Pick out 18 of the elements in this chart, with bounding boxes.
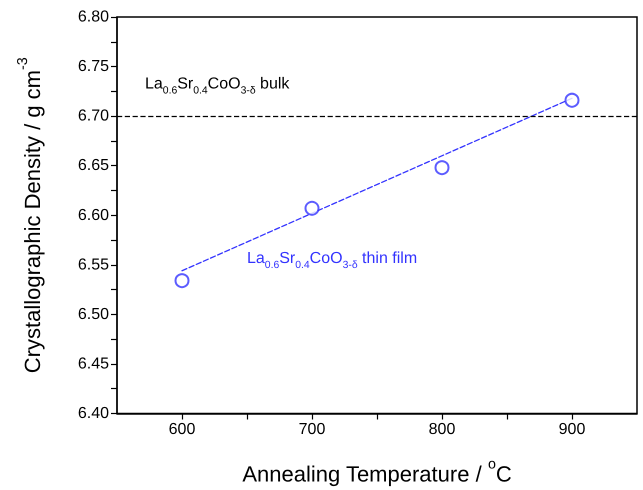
point	[174, 273, 190, 288]
point	[304, 200, 320, 216]
y-tick-label: 6.55	[78, 256, 110, 274]
point	[564, 92, 580, 108]
y-tick-label: 6.60	[78, 206, 110, 224]
x-tick-label: 800	[428, 421, 456, 438]
y-tick-label: 6.45	[78, 355, 110, 372]
y-tick-label: 6.70	[78, 108, 110, 125]
y-tick-label: 6.80	[78, 8, 110, 26]
y-tick-label: 6.75	[78, 58, 110, 76]
x-tick-label: 900	[558, 421, 586, 438]
x-tick-label: 600	[168, 421, 196, 438]
y-tick-label: 6.65	[78, 157, 110, 174]
point	[434, 160, 450, 176]
y-axis-title: Crystallographic Density / g cm-3	[15, 57, 45, 374]
y-tick-label: 6.40	[78, 405, 110, 422]
y-tick-label: 6.50	[78, 306, 110, 323]
x-tick-label: 700	[298, 421, 326, 438]
